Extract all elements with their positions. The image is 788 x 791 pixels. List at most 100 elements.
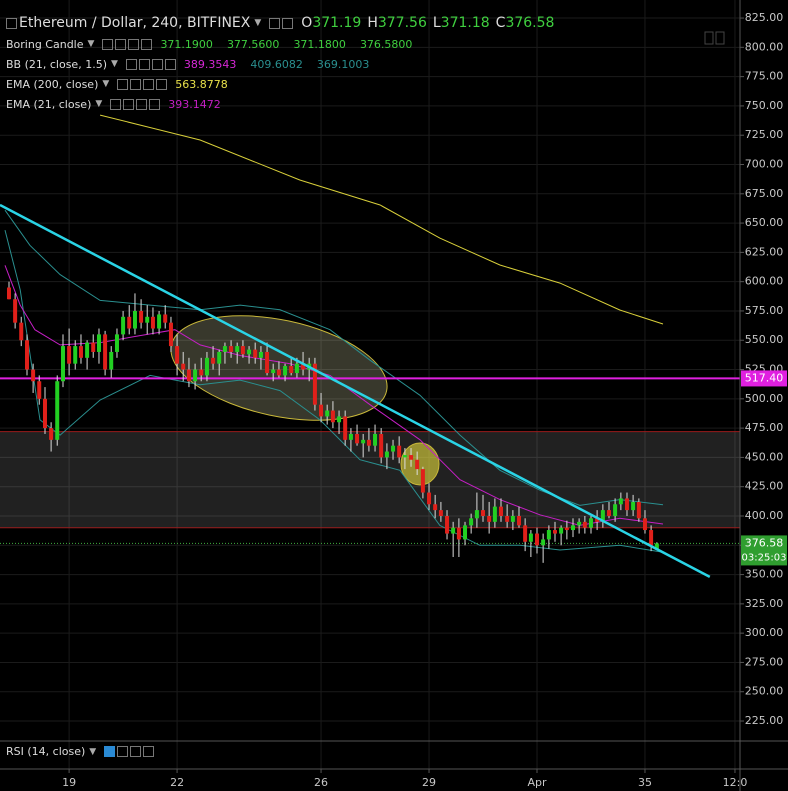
x-tick-label: 35 bbox=[638, 776, 652, 789]
legend: Ethereum / Dollar, 240, BITFINEX ▼ O 371.19… bbox=[6, 12, 554, 114]
legend-value: 377.5600 bbox=[226, 37, 280, 51]
ohlc-letter: C bbox=[495, 15, 506, 31]
candle-body bbox=[582, 521, 587, 528]
icon[interactable] bbox=[6, 17, 17, 29]
candle-body bbox=[438, 510, 443, 516]
candle-body bbox=[499, 506, 504, 516]
x-tick-label: 29 bbox=[422, 776, 436, 789]
legend-name: EMA (21, close) bbox=[6, 97, 92, 111]
icon[interactable] bbox=[130, 746, 142, 757]
y-tick-label: 500.00 bbox=[745, 392, 784, 405]
y-tick-label: 350.00 bbox=[745, 568, 784, 581]
icon[interactable] bbox=[143, 746, 155, 757]
candle-body bbox=[541, 539, 546, 546]
icon[interactable] bbox=[104, 746, 116, 757]
x-tick-label: 19 bbox=[62, 776, 76, 789]
icon[interactable] bbox=[141, 38, 153, 50]
candle-body bbox=[546, 530, 551, 540]
candle-body bbox=[384, 451, 389, 458]
candle-body bbox=[301, 363, 306, 370]
toolbar-icons[interactable] bbox=[704, 31, 725, 45]
candle-body bbox=[19, 322, 24, 341]
dropdown[interactable]: ▼ bbox=[102, 79, 110, 89]
header-row: Ethereum / Dollar, 240, BITFINEX ▼ O 371.19… bbox=[6, 12, 554, 34]
candle-body bbox=[427, 492, 432, 505]
candle-body bbox=[73, 346, 78, 364]
legend-row: Boring Candle ▼ 371.1900 377.5600 371.1800 37… bbox=[6, 34, 554, 54]
highlight-ellipse bbox=[400, 442, 440, 486]
icon[interactable] bbox=[149, 98, 161, 110]
candle-body bbox=[85, 342, 90, 358]
candle-body bbox=[13, 299, 18, 323]
candle-body bbox=[469, 518, 474, 526]
candle-body bbox=[199, 369, 204, 376]
candle-body bbox=[463, 525, 468, 540]
icon[interactable] bbox=[282, 17, 294, 29]
icon[interactable] bbox=[151, 58, 163, 70]
icon[interactable] bbox=[164, 58, 176, 70]
y-tick-label: 700.00 bbox=[745, 157, 784, 170]
legend-value: 409.6082 bbox=[250, 57, 303, 71]
candle-body bbox=[96, 334, 101, 352]
legend-value: 371.1900 bbox=[160, 37, 213, 51]
indicator-line bbox=[99, 114, 664, 325]
candle-body bbox=[348, 433, 353, 440]
icon[interactable] bbox=[125, 58, 137, 70]
icon[interactable] bbox=[117, 78, 129, 90]
candle-body bbox=[481, 510, 486, 516]
icon[interactable] bbox=[138, 58, 150, 70]
legend-row: BB (21, close, 1.5) ▼ 389.3543 409.6082 369.… bbox=[6, 54, 554, 74]
y-tick-label: 600.00 bbox=[745, 275, 784, 288]
candle-body bbox=[577, 521, 582, 526]
icon[interactable] bbox=[128, 38, 140, 50]
candle-body bbox=[193, 369, 198, 382]
icon[interactable] bbox=[117, 746, 129, 757]
candle-body bbox=[397, 445, 402, 458]
candle-body bbox=[631, 501, 636, 511]
icon[interactable] bbox=[123, 98, 135, 110]
dropdown[interactable]: ▼ bbox=[87, 39, 95, 49]
y-tick-label: 300.00 bbox=[745, 626, 784, 639]
candle-body bbox=[451, 527, 456, 534]
candle-body bbox=[642, 518, 647, 531]
candle-body bbox=[294, 363, 299, 374]
legend-value: 389.3543 bbox=[183, 57, 237, 71]
level-price-label: 517.40 bbox=[745, 371, 784, 384]
candle-body bbox=[175, 346, 180, 364]
candle-body bbox=[337, 416, 342, 423]
y-tick-label: 400.00 bbox=[745, 509, 784, 522]
icon[interactable] bbox=[143, 78, 155, 90]
legend-value: 393.1472 bbox=[168, 97, 221, 111]
candle-body bbox=[235, 346, 240, 352]
candle-body bbox=[127, 316, 132, 329]
y-tick-label: 550.00 bbox=[745, 333, 784, 346]
candle-body bbox=[78, 346, 83, 358]
candle-body bbox=[181, 363, 186, 370]
candle-body bbox=[204, 357, 209, 376]
icon[interactable] bbox=[115, 38, 127, 50]
icon[interactable] bbox=[269, 17, 281, 29]
candle-body bbox=[229, 346, 234, 352]
dropdown[interactable]: ▼ bbox=[89, 746, 97, 757]
dropdown[interactable]: ▼ bbox=[254, 18, 262, 28]
y-tick-label: 450.00 bbox=[745, 450, 784, 463]
candle-body bbox=[510, 515, 515, 522]
icon[interactable] bbox=[130, 78, 142, 90]
icon[interactable] bbox=[102, 38, 114, 50]
candle-body bbox=[366, 439, 371, 446]
y-tick-label: 325.00 bbox=[745, 597, 784, 610]
y-tick-label: 475.00 bbox=[745, 421, 784, 434]
dropdown[interactable]: ▼ bbox=[95, 99, 103, 109]
y-tick-label: 650.00 bbox=[745, 216, 784, 229]
trend-line bbox=[0, 203, 711, 579]
candle-body bbox=[505, 515, 510, 522]
candle-body bbox=[49, 428, 54, 440]
legend-value: 371.1800 bbox=[293, 37, 346, 51]
candle-body bbox=[312, 363, 317, 405]
dropdown[interactable]: ▼ bbox=[110, 59, 118, 69]
candle-body bbox=[600, 510, 605, 522]
icon[interactable] bbox=[156, 78, 168, 90]
icon[interactable] bbox=[110, 98, 122, 110]
icon[interactable] bbox=[136, 98, 148, 110]
candle-body bbox=[109, 351, 114, 370]
